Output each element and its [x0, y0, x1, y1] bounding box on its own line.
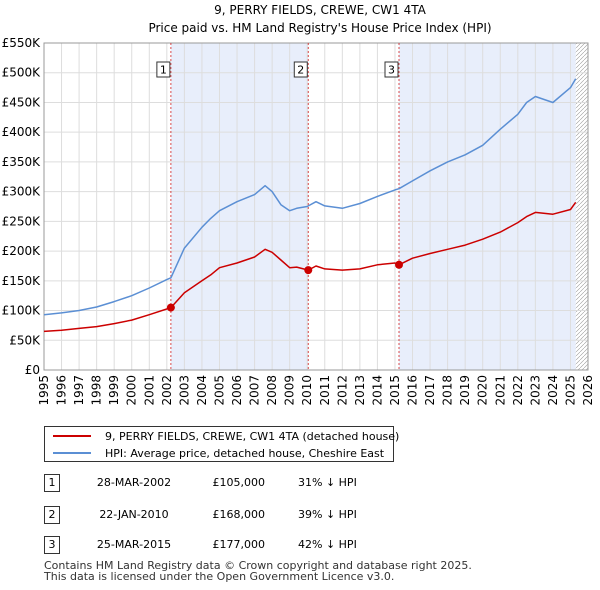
x-tick-label: 2005 — [212, 375, 226, 406]
x-tick-label: 2026 — [581, 375, 595, 406]
x-tick-label: 2019 — [458, 375, 472, 406]
y-tick-label: £300K — [2, 185, 42, 199]
y-tick-label: £550K — [2, 36, 42, 50]
chart-subtitle: Price paid vs. HM Land Registry's House … — [148, 21, 491, 35]
x-tick-label: 2014 — [370, 375, 384, 406]
y-tick-label: £500K — [2, 66, 42, 80]
sale-point — [166, 303, 175, 312]
sale-marker-badge — [293, 61, 308, 78]
legend-label-property: 9, PERRY FIELDS, CREWE, CW1 4TA (detache… — [105, 429, 400, 443]
x-tick-label: 2017 — [423, 375, 437, 406]
sale-marker-badge — [156, 61, 171, 78]
plot-border — [43, 42, 589, 371]
x-tick-label: 2001 — [142, 375, 156, 406]
x-tick-label: 2004 — [195, 375, 209, 406]
y-tick-label: £150K — [2, 274, 42, 288]
legend-item-property: 9, PERRY FIELDS, CREWE, CW1 4TA (detache… — [53, 428, 399, 444]
x-tick-label: 2006 — [230, 375, 244, 406]
legend: 9, PERRY FIELDS, CREWE, CW1 4TA (detache… — [44, 426, 399, 462]
y-tick-label: £250K — [2, 214, 42, 228]
sale-marker-label: 3 — [388, 64, 395, 77]
footer-copyright: Contains HM Land Registry data © Crown c… — [44, 559, 472, 572]
sale-period-shade — [399, 43, 576, 370]
footer-license: This data is licensed under the Open Gov… — [44, 570, 395, 583]
x-tick-label: 2010 — [300, 375, 314, 406]
legend-swatch-property — [53, 435, 91, 437]
hpi-series-line — [43, 78, 577, 316]
sale-price: £105,000 — [212, 476, 266, 489]
x-tick-label: 2008 — [265, 375, 279, 406]
sale-number-badge: 2 — [44, 506, 60, 524]
y-tick-label: £50K — [9, 333, 41, 347]
sale-number-badge: 1 — [44, 474, 60, 492]
sale-date: 25-MAR-2015 — [96, 538, 172, 551]
x-tick-label: 2024 — [546, 375, 560, 406]
x-tick-label: 1998 — [90, 375, 104, 406]
x-tick-label: 2018 — [441, 375, 455, 406]
sale-row: 3 25-MAR-2015 £177,000 42% ↓ HPI — [0, 535, 600, 555]
sale-hpi-diff: 31% ↓ HPI — [298, 476, 357, 489]
sale-price: £168,000 — [212, 508, 266, 521]
x-tick-label: 2025 — [563, 375, 577, 406]
footer: Contains HM Land Registry data © Crown c… — [44, 560, 472, 582]
legend-swatch-hpi — [53, 452, 91, 454]
sale-hpi-diff: 39% ↓ HPI — [298, 508, 357, 521]
sale-marker-label: 2 — [297, 64, 304, 77]
sale-period-shade — [170, 43, 309, 370]
x-tick-label: 2023 — [528, 375, 542, 406]
chart-title: 9, PERRY FIELDS, CREWE, CW1 4TA — [214, 3, 426, 17]
x-tick-label: 2022 — [511, 375, 525, 406]
x-tick-label: 2009 — [283, 375, 297, 406]
legend-label-hpi: HPI: Average price, detached house, Ches… — [105, 446, 385, 460]
sale-date: 28-MAR-2002 — [96, 476, 172, 489]
x-tick-label: 2007 — [248, 375, 262, 406]
x-tick-label: 2021 — [493, 375, 507, 406]
x-tick-label: 2002 — [160, 375, 174, 406]
price-chart: 9, PERRY FIELDS, CREWE, CW1 4TA Price pa… — [2, 3, 595, 406]
x-tick-label: 2013 — [353, 375, 367, 406]
legend-item-hpi: HPI: Average price, detached house, Ches… — [53, 445, 384, 461]
y-tick-label: £350K — [2, 155, 42, 169]
y-tick-label: £400K — [2, 125, 42, 139]
sale-row: 2 22-JAN-2010 £168,000 39% ↓ HPI — [0, 505, 600, 525]
sale-price: £177,000 — [212, 538, 266, 551]
sale-point — [395, 260, 404, 269]
y-tick-label: £100K — [2, 304, 42, 318]
y-tick-label: £0 — [25, 363, 40, 377]
y-tick-label: £200K — [2, 244, 42, 258]
x-tick-label: 2015 — [388, 375, 402, 406]
sale-date: 22-JAN-2010 — [99, 508, 169, 521]
x-tick-label: 2020 — [476, 375, 490, 406]
x-tick-label: 1995 — [37, 375, 51, 406]
x-tick-label: 2012 — [335, 375, 349, 406]
y-tick-label: £450K — [2, 95, 42, 109]
sale-number-badge: 3 — [44, 536, 60, 554]
x-tick-label: 1996 — [55, 375, 69, 406]
sale-hpi-diff: 42% ↓ HPI — [298, 538, 357, 551]
x-tick-label: 1997 — [72, 375, 86, 406]
x-tick-label: 2011 — [318, 375, 332, 406]
x-tick-label: 2003 — [177, 375, 191, 406]
sale-point — [304, 266, 313, 275]
sale-row: 1 28-MAR-2002 £105,000 31% ↓ HPI — [0, 473, 600, 493]
sale-marker-label: 1 — [160, 64, 167, 77]
sale-marker-badge — [384, 61, 399, 78]
forecast-hatch — [575, 43, 588, 370]
x-tick-label: 2016 — [406, 375, 420, 406]
x-tick-label: 2000 — [125, 375, 139, 406]
x-tick-label: 1999 — [107, 375, 121, 406]
